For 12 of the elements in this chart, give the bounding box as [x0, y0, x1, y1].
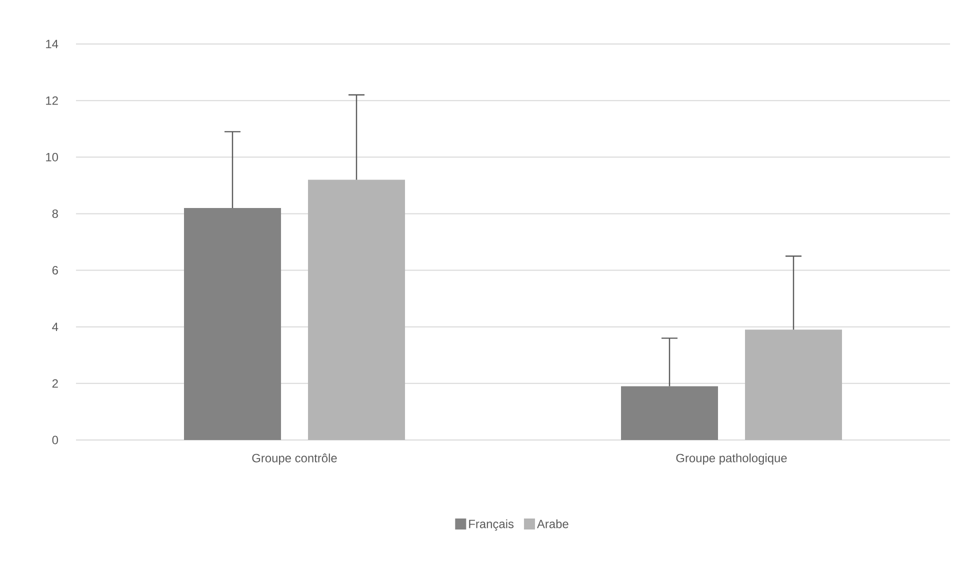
legend-label: Arabe — [536, 519, 568, 528]
y-tick-label: 14 — [46, 40, 58, 48]
x-tick-label: Groupe pathologique — [676, 454, 787, 465]
y-tick-label: 12 — [46, 96, 58, 105]
y-tick-label: 6 — [52, 266, 58, 275]
y-tick-label: 4 — [52, 322, 58, 331]
y-tick-label: 0 — [52, 436, 58, 444]
legend-label: Français — [469, 519, 514, 531]
y-tick-label: 2 — [52, 379, 58, 388]
y-tick-label: 10 — [46, 152, 58, 162]
y-tick-label: 8 — [52, 209, 58, 218]
x-tick-label: Groupe contrôle — [252, 454, 337, 465]
